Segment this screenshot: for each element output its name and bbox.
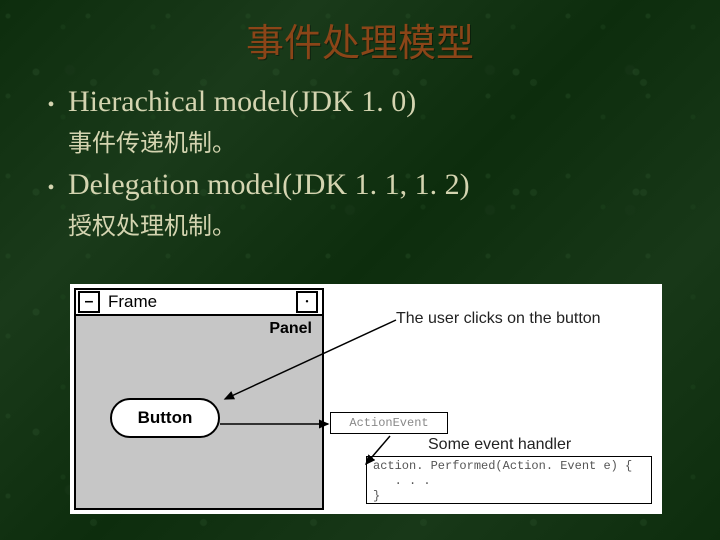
bullet-subtext: 事件传递机制。	[68, 123, 686, 158]
code-box: action. Performed(Action. Event e) { . .…	[366, 456, 652, 504]
button-shape: Button	[110, 398, 220, 438]
panel-label: Panel	[269, 320, 312, 338]
action-event-box: ActionEvent	[330, 412, 448, 434]
frame-window: – Frame • Panel Button	[74, 288, 324, 510]
bullet-item: • Hierachical model(JDK 1. 0)	[34, 85, 686, 119]
bullet-item: • Delegation model(JDK 1. 1, 1. 2)	[34, 168, 686, 202]
slide: 事件处理模型 • Hierachical model(JDK 1. 0) 事件传…	[0, 0, 720, 540]
frame-titlebar: – Frame •	[76, 290, 322, 316]
bullet-dot-icon: •	[34, 94, 68, 117]
bullet-dot-icon: •	[34, 177, 68, 200]
bullet-subtext: 授权处理机制。	[68, 206, 686, 241]
handler-label: Some event handler	[428, 436, 571, 454]
frame-title-label: Frame	[102, 292, 294, 312]
click-description: The user clicks on the button	[396, 310, 601, 328]
bullet-text: Delegation model(JDK 1. 1, 1. 2)	[68, 168, 470, 202]
bullet-text: Hierachical model(JDK 1. 0)	[68, 85, 416, 119]
control-box-icon: •	[296, 291, 318, 313]
slide-title: 事件处理模型	[34, 12, 686, 67]
event-model-diagram: – Frame • Panel Button The user clicks o…	[70, 284, 662, 514]
minimize-icon: –	[78, 291, 100, 313]
